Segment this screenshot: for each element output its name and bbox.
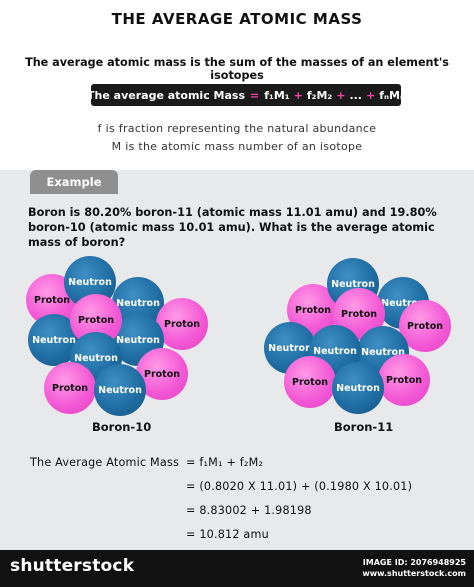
calc-lhs: The Average Atomic Mass bbox=[30, 456, 180, 469]
formula-term-1: f₁M₁ bbox=[264, 88, 290, 102]
proton-particle: Proton bbox=[378, 354, 430, 406]
calc-step-3: = 8.83002 + 1.98198 bbox=[186, 504, 312, 517]
image-id: IMAGE ID: 2076948925 bbox=[362, 558, 466, 567]
neutron-particle: Neutron bbox=[332, 362, 384, 414]
formula-ellipsis: ... bbox=[349, 88, 362, 102]
formula-plus-2: + bbox=[336, 88, 346, 102]
isotope-label-boron-10: Boron-10 bbox=[92, 420, 152, 434]
page-title: THE AVERAGE ATOMIC MASS bbox=[111, 10, 363, 28]
note-fraction: f is fraction representing the natural a… bbox=[97, 122, 377, 135]
intro-text: The average atomic mass is the sum of th… bbox=[25, 56, 449, 82]
formula-term-2: f₂M₂ bbox=[306, 88, 333, 102]
isotope-diagrams: Proton Neutron Neutron Proton Neutron Ne… bbox=[0, 250, 474, 430]
neutron-particle: Neutron bbox=[94, 364, 146, 416]
brand-logo: shutterstock bbox=[10, 556, 135, 576]
proton-particle: Proton bbox=[284, 356, 336, 408]
formula-plus-1: + bbox=[293, 88, 303, 102]
site-url: www.shutterstock.com bbox=[362, 569, 466, 578]
calc-step-4: = 10.812 amu bbox=[186, 528, 269, 541]
formula-plus-3: + bbox=[365, 88, 376, 102]
calc-step-1: = f₁M₁ + f₂M₂ bbox=[186, 456, 264, 469]
proton-particle: Proton bbox=[156, 298, 208, 350]
example-question: Boron is 80.20% boron-11 (atomic mass 11… bbox=[28, 206, 437, 249]
proton-particle: Proton bbox=[44, 362, 96, 414]
isotope-label-boron-11: Boron-11 bbox=[334, 420, 394, 434]
header-section: THE AVERAGE ATOMIC MASS The average atom… bbox=[0, 0, 474, 170]
footer-bar: shutterstock IMAGE ID: 2076948925 www.sh… bbox=[0, 550, 474, 587]
example-tab: Example bbox=[30, 170, 118, 194]
formula-bar: The average atomic Mass = f₁M₁ + f₂M₂ + … bbox=[87, 84, 405, 106]
formula-term-n: fₙMₙ bbox=[379, 88, 405, 102]
formula-equals: = bbox=[250, 88, 260, 102]
note-mass: M is the atomic mass number of an isotop… bbox=[111, 140, 363, 153]
image-meta: IMAGE ID: 2076948925 www.shutterstock.co… bbox=[362, 557, 466, 579]
calc-step-2: = (0.8020 X 11.01) + (0.1980 X 10.01) bbox=[186, 480, 413, 493]
formula-label: The average atomic Mass bbox=[87, 88, 246, 102]
